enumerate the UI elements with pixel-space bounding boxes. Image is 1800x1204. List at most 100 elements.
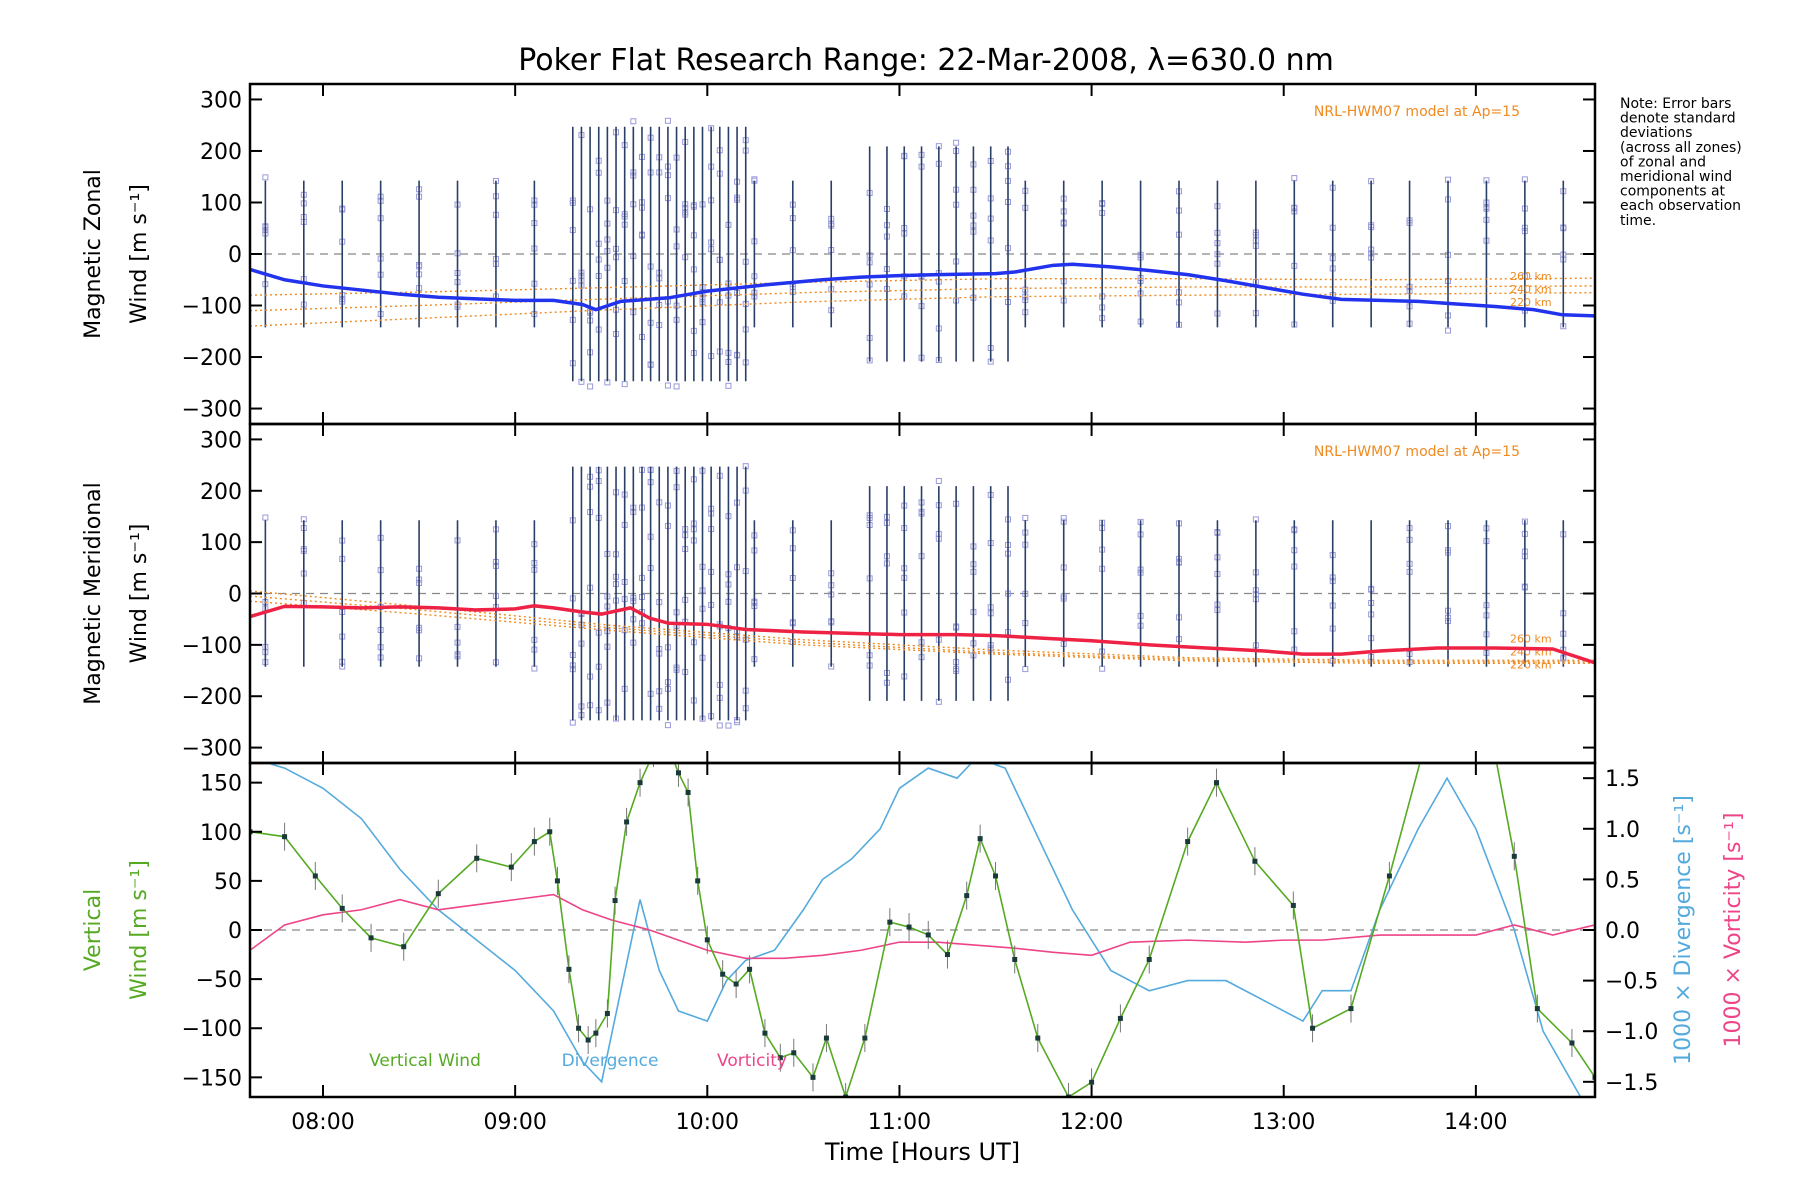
model-line xyxy=(250,291,1595,327)
model-altitude-label: 260 km xyxy=(1510,270,1552,283)
vertical-wind-point xyxy=(1534,1006,1540,1012)
vertical-wind-point xyxy=(1569,1040,1575,1046)
model-altitude-label: 240 km xyxy=(1510,283,1552,296)
observation-marker xyxy=(664,117,671,124)
vertical-wind-point xyxy=(791,1050,797,1056)
vertical-wind-point xyxy=(862,1035,868,1041)
zonal-wind-line xyxy=(250,262,1595,318)
observation-marker xyxy=(630,118,637,125)
y-tick-label: 100 xyxy=(200,531,242,556)
model-line xyxy=(250,277,1595,296)
vertical-wind-points xyxy=(250,741,1595,1097)
y-tick-label: 300 xyxy=(200,88,242,113)
vertical-wind-point xyxy=(435,891,441,897)
y-tick-label: −200 xyxy=(182,685,242,710)
note-line: (across all zones) xyxy=(1620,140,1742,156)
y-axis-label-line1: Magnetic Zonal xyxy=(81,169,106,339)
vertical-wind-point xyxy=(747,966,753,972)
vertical-wind-point xyxy=(637,780,643,786)
observation-marker xyxy=(1099,665,1106,672)
observation-marker xyxy=(725,722,732,729)
vorticity-axis-label: 1000 × Vorticity [s⁻¹] xyxy=(1721,813,1746,1048)
vertical-wind-line xyxy=(250,763,1595,1097)
note-line: Note: Error bars xyxy=(1620,96,1731,112)
vertical-wind-point xyxy=(651,751,656,756)
model-altitude-label: 220 km xyxy=(1510,658,1552,671)
vertical-wind-point xyxy=(547,829,553,835)
x-tick-label: 10:00 xyxy=(676,1110,739,1135)
observation-marker xyxy=(953,139,960,146)
vertical-wind-point xyxy=(1185,839,1191,845)
y-axis-label-line2: Wind [m s⁻¹] xyxy=(127,860,152,1000)
y-tick-label: 300 xyxy=(200,428,242,453)
y-tick-label: −300 xyxy=(182,737,242,762)
y-tick-label: −100 xyxy=(182,295,242,320)
vertical-wind-point xyxy=(566,966,572,972)
vertical-wind-point xyxy=(977,836,983,842)
vertical-wind-point xyxy=(1117,1015,1123,1021)
observation-marker xyxy=(569,719,576,726)
y2-tick-label: −1.5 xyxy=(1605,1071,1658,1096)
legend-item: Divergence xyxy=(562,1051,659,1071)
vertical-wind-point xyxy=(282,834,288,840)
y2-tick-label: 0.0 xyxy=(1605,919,1640,944)
vertical-wind-point xyxy=(368,935,374,941)
observation-marker xyxy=(621,381,628,388)
y2-tick-label: 1.5 xyxy=(1605,767,1640,792)
vertical-wind-point xyxy=(585,1037,591,1043)
model-label: NRL-HWM07 model at Ap=15 xyxy=(1314,104,1520,120)
y2-tick-label: 1.0 xyxy=(1605,818,1640,843)
model-line xyxy=(250,595,1595,663)
vertical-wind-point xyxy=(964,893,970,899)
vertical-wind-point xyxy=(823,1035,829,1041)
vertical-wind-point xyxy=(675,770,681,776)
divergence-line xyxy=(264,763,1582,1097)
vertical-wind-point xyxy=(664,741,669,746)
x-axis-label: Time [Hours UT] xyxy=(824,1138,1020,1166)
vertical-wind-point xyxy=(1310,1025,1316,1031)
vertical-wind-point xyxy=(508,864,514,870)
vertical-wind-point xyxy=(944,952,950,958)
y-tick-label: 0 xyxy=(228,583,242,608)
meridional-wind-line xyxy=(250,604,1595,665)
vertical-wind-point xyxy=(1012,956,1018,962)
x-tick-label: 13:00 xyxy=(1252,1110,1315,1135)
y-tick-label: 100 xyxy=(200,821,242,846)
vertical-wind-point xyxy=(401,944,407,950)
observation-marker xyxy=(725,382,732,389)
legend-item: Vorticity xyxy=(717,1051,787,1071)
observation-marker xyxy=(1060,515,1067,522)
model-line xyxy=(250,600,1595,665)
vertical-wind-point xyxy=(704,937,710,943)
vertical-wind-point xyxy=(1089,1079,1095,1085)
vertical-wind-point xyxy=(624,819,630,825)
note-line: time. xyxy=(1620,213,1656,229)
observation-marker xyxy=(262,174,269,181)
observation-marker xyxy=(1022,666,1029,673)
vertical-wind-point xyxy=(810,1074,816,1080)
vertical-wind-point xyxy=(733,981,739,987)
model-label: NRL-HWM07 model at Ap=15 xyxy=(1314,444,1520,460)
note-line: meridional wind xyxy=(1620,169,1732,185)
vertical-wind-point xyxy=(1252,858,1258,864)
vertical-wind-point xyxy=(925,932,931,938)
y-tick-label: −50 xyxy=(196,968,242,993)
model-line xyxy=(250,285,1595,312)
y-tick-label: −200 xyxy=(182,346,242,371)
note-line: of zonal and xyxy=(1620,154,1706,170)
observation-marker xyxy=(664,382,671,389)
y-tick-label: −100 xyxy=(182,1017,242,1042)
vertical-wind-point xyxy=(604,1011,610,1016)
y2-tick-label: −1.0 xyxy=(1605,1020,1658,1045)
y-tick-label: −100 xyxy=(182,634,242,659)
observation-marker xyxy=(262,514,269,521)
legend-item: Vertical Wind xyxy=(369,1051,481,1071)
note-line: components at xyxy=(1620,184,1726,200)
error-bars xyxy=(264,126,1565,382)
